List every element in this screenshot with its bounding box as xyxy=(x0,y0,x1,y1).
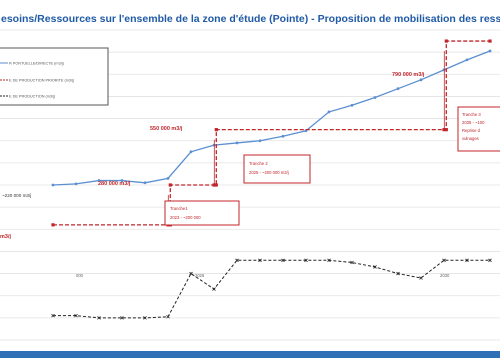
series-red-step xyxy=(53,40,490,226)
red-point-7 xyxy=(442,128,446,132)
blue-point-1 xyxy=(74,182,78,186)
black-point-8 xyxy=(235,258,239,263)
black-point-2 xyxy=(97,316,101,320)
series-blue-line xyxy=(52,50,491,186)
black-point-14 xyxy=(373,265,377,269)
black-point-0 xyxy=(51,313,55,318)
blue-point-14 xyxy=(373,96,377,99)
legend-entry-1: R PONTUELLE/DIRECTE (m3/j) xyxy=(9,62,65,66)
black-point-10 xyxy=(281,258,285,263)
box1-line-1: Tranche1 xyxy=(170,206,188,211)
box2-line-2: 2025 - ~200 000 m3/j xyxy=(249,170,289,175)
red-point-9 xyxy=(444,39,448,43)
legend: R PONTUELLE/DIRECTE (m3/j) E DE PRODUCTI… xyxy=(0,47,109,106)
point-labels: 790 000 m3/j 550 000 m3/j 280 000 m3/j ~… xyxy=(0,72,425,240)
black-point-13 xyxy=(350,260,354,265)
blue-point-4 xyxy=(143,181,147,185)
black-point-18 xyxy=(465,258,469,263)
blue-point-2 xyxy=(97,179,101,182)
tick-label-2030: 2030 xyxy=(440,273,450,278)
black-point-1 xyxy=(74,313,78,318)
blue-point-9 xyxy=(258,139,262,143)
red-point-5 xyxy=(214,183,218,187)
series-black-dashed xyxy=(53,259,490,319)
black-point-3 xyxy=(120,316,124,320)
label-220000: ~220 000 m3/j xyxy=(2,193,31,198)
label-280000: 280 000 m3/j xyxy=(98,181,131,187)
label-m3j: m3/j xyxy=(0,234,11,240)
blue-point-10 xyxy=(281,134,285,138)
black-point-16 xyxy=(419,276,423,280)
blue-point-0 xyxy=(51,183,55,187)
label-790000: 790 000 m3/j xyxy=(392,72,425,78)
annotation-box-tranche-3: Tranche 3 2035 - ~100 Reprise d vulnages xyxy=(457,106,500,152)
legend-box xyxy=(0,47,109,106)
blue-point-8 xyxy=(235,141,239,145)
annotation-box-tranche-2: Tranche 2 2025 - ~200 000 m3/j xyxy=(243,154,311,184)
box3-line-1: Tranche 3 xyxy=(462,112,481,117)
blue-point-18 xyxy=(465,58,469,62)
chart-title: esoins/Ressources sur l'ensemble de la z… xyxy=(1,13,500,25)
tick-label-2026: 2026 xyxy=(195,273,205,278)
blue-point-15 xyxy=(396,87,400,91)
box1-line-2: 2023 - ~200 000 xyxy=(170,215,201,220)
blue-point-6 xyxy=(189,150,193,154)
red-point-8 xyxy=(444,128,448,132)
legend-entry-2: E DE PRODUCTION PRIORITE (m3/j) xyxy=(9,79,75,83)
annotation-boxes: Tranche 3 2035 - ~100 Reprise d vulnages… xyxy=(164,106,500,226)
black-point-6 xyxy=(189,271,193,276)
box3-line-3: Reprise d xyxy=(462,128,481,133)
legend-entry-3: E DE PRODUCTION (m3/j) xyxy=(9,95,56,99)
red-point-6 xyxy=(214,128,218,132)
blue-point-19 xyxy=(488,49,492,53)
blue-point-3 xyxy=(120,179,124,182)
red-point-4 xyxy=(212,183,216,187)
black-point-7 xyxy=(212,287,216,291)
box2-line-1: Tranche 2 xyxy=(249,161,268,166)
blue-point-5 xyxy=(166,176,170,180)
black-point-5 xyxy=(166,314,170,319)
blue-point-13 xyxy=(350,103,354,107)
black-point-4 xyxy=(143,316,147,320)
label-550000: 550 000 m3/j xyxy=(150,126,183,132)
tick-labels: 000 2026 2030 xyxy=(76,273,450,278)
tick-label-000: 000 xyxy=(76,273,84,278)
red-point-3 xyxy=(168,183,172,187)
blue-point-16 xyxy=(419,78,423,82)
black-point-17 xyxy=(442,258,446,263)
red-point-10 xyxy=(488,39,492,43)
black-point-19 xyxy=(488,258,492,263)
blue-point-12 xyxy=(327,110,331,114)
box3-line-2: 2035 - ~100 xyxy=(462,120,485,125)
box3-line-4: vulnages xyxy=(462,136,479,141)
annotation-box-tranche-1: Tranche1 2023 - ~200 000 xyxy=(164,200,240,226)
black-point-9 xyxy=(258,258,262,263)
black-point-12 xyxy=(327,258,331,263)
red-point-0 xyxy=(51,223,55,227)
black-point-11 xyxy=(304,258,308,263)
black-point-15 xyxy=(396,271,400,276)
